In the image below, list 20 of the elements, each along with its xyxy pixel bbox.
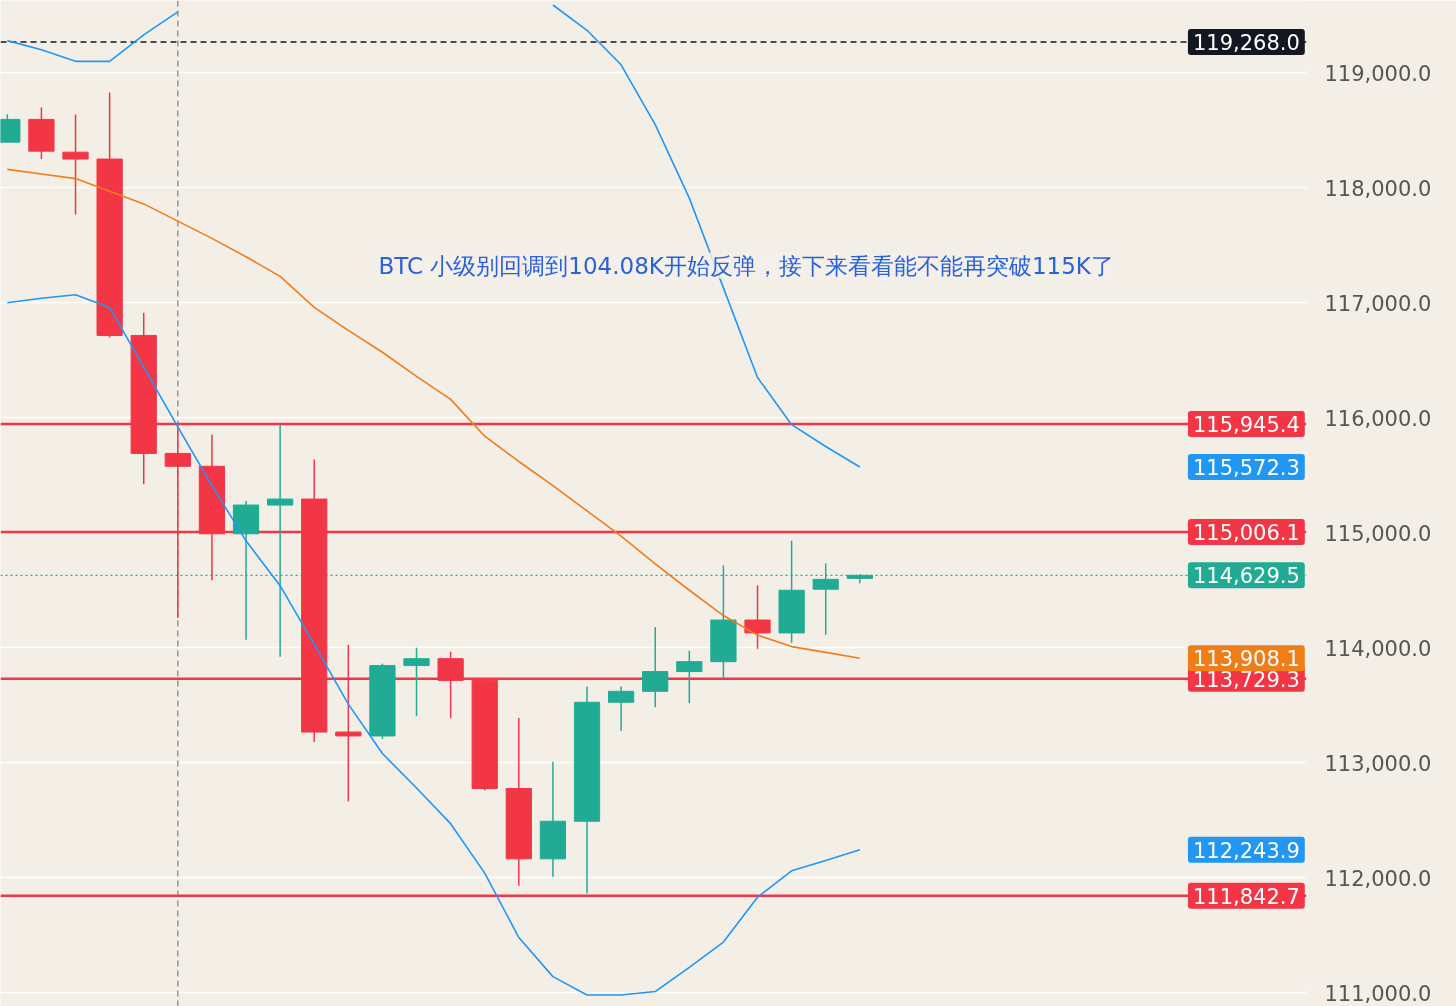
y-tick-label: 116,000.0 [1324, 406, 1432, 431]
ref-line-label: 111,842.7 [1192, 884, 1300, 909]
candlestick [403, 647, 430, 717]
y-tick-label: 115,000.0 [1324, 521, 1432, 546]
y-tick-label: 118,000.0 [1324, 176, 1432, 201]
ref-line-label: 115,006.1 [1192, 521, 1300, 546]
y-tick-label: 117,000.0 [1324, 291, 1432, 316]
y-tick-label: 112,000.0 [1324, 866, 1432, 891]
y-tick-label: 113,000.0 [1324, 751, 1432, 776]
line-series [6, 293, 861, 996]
y-tick-label: 119,000.0 [1324, 61, 1432, 86]
y-tick-label: 111,000.0 [1324, 981, 1432, 1006]
annotation: BTC 小级别回调到104.08K开始反弹，接下来看看能不能再突破115K了 [378, 252, 1114, 279]
ref-line-label: 119,268.0 [1192, 31, 1300, 56]
ref-line-label: 114,629.5 [1192, 564, 1300, 589]
text: 112,243.9 [1192, 838, 1300, 863]
text: 115,572.3 [1192, 455, 1300, 480]
ref-line-label: 115,945.4 [1192, 413, 1300, 438]
y-tick-label: 114,000.0 [1324, 636, 1432, 661]
candlestick [62, 113, 89, 216]
